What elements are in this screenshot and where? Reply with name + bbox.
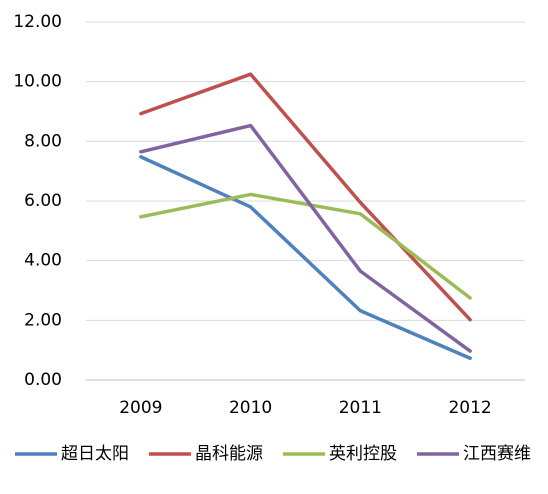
y-tick-label: 4.00 xyxy=(24,251,62,271)
x-tick-label: 2012 xyxy=(448,398,491,418)
series-lines xyxy=(139,72,472,360)
y-axis-ticks: 0.00 2.00 4.00 6.00 8.00 10.00 12.00 xyxy=(13,12,62,390)
legend-entry: 江西赛维 xyxy=(463,443,531,464)
y-tick-label: 6.00 xyxy=(24,191,62,211)
legend: 超日太阳 晶科能源 英利控股 江西赛维 xyxy=(15,443,531,464)
x-tick-label: 2010 xyxy=(229,398,272,418)
series-line-2 xyxy=(139,72,472,322)
y-tick-label: 10.00 xyxy=(13,72,62,92)
x-axis-ticks: 2009 2010 2011 2012 xyxy=(119,398,492,418)
y-tick-label: 12.00 xyxy=(13,12,62,32)
x-tick-label: 2011 xyxy=(339,398,382,418)
series-line-1 xyxy=(139,155,472,360)
x-tick-label: 2009 xyxy=(119,398,162,418)
y-tick-label: 2.00 xyxy=(24,310,62,330)
legend-entry: 英利控股 xyxy=(329,444,397,464)
y-tick-label: 0.00 xyxy=(24,370,62,390)
legend-entry: 超日太阳 xyxy=(61,444,129,464)
y-tick-label: 8.00 xyxy=(24,131,62,151)
series-line-4 xyxy=(139,123,472,353)
legend-entry: 晶科能源 xyxy=(195,444,263,464)
series-line-3 xyxy=(139,192,472,300)
